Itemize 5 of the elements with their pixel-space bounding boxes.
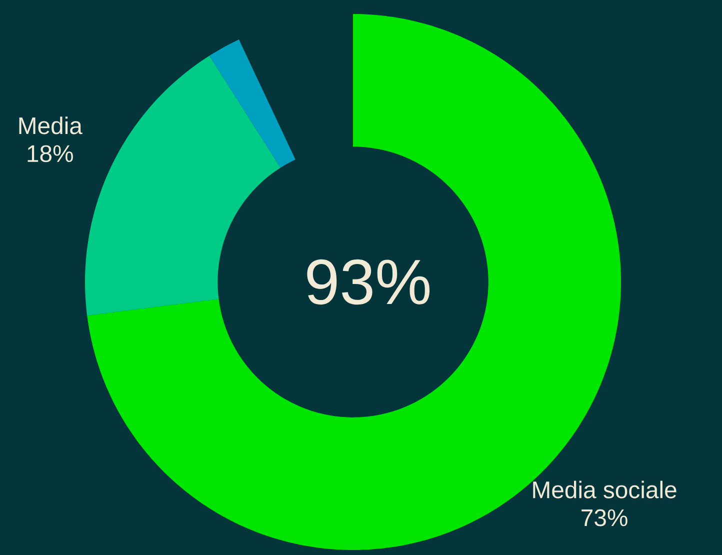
data-label: 18% — [28, 145, 73, 162]
data-label: 73% — [582, 509, 628, 526]
slice-label: Media — [19, 116, 82, 134]
slice-label: Media sociale — [533, 480, 676, 498]
text: 93% — [307, 259, 430, 305]
